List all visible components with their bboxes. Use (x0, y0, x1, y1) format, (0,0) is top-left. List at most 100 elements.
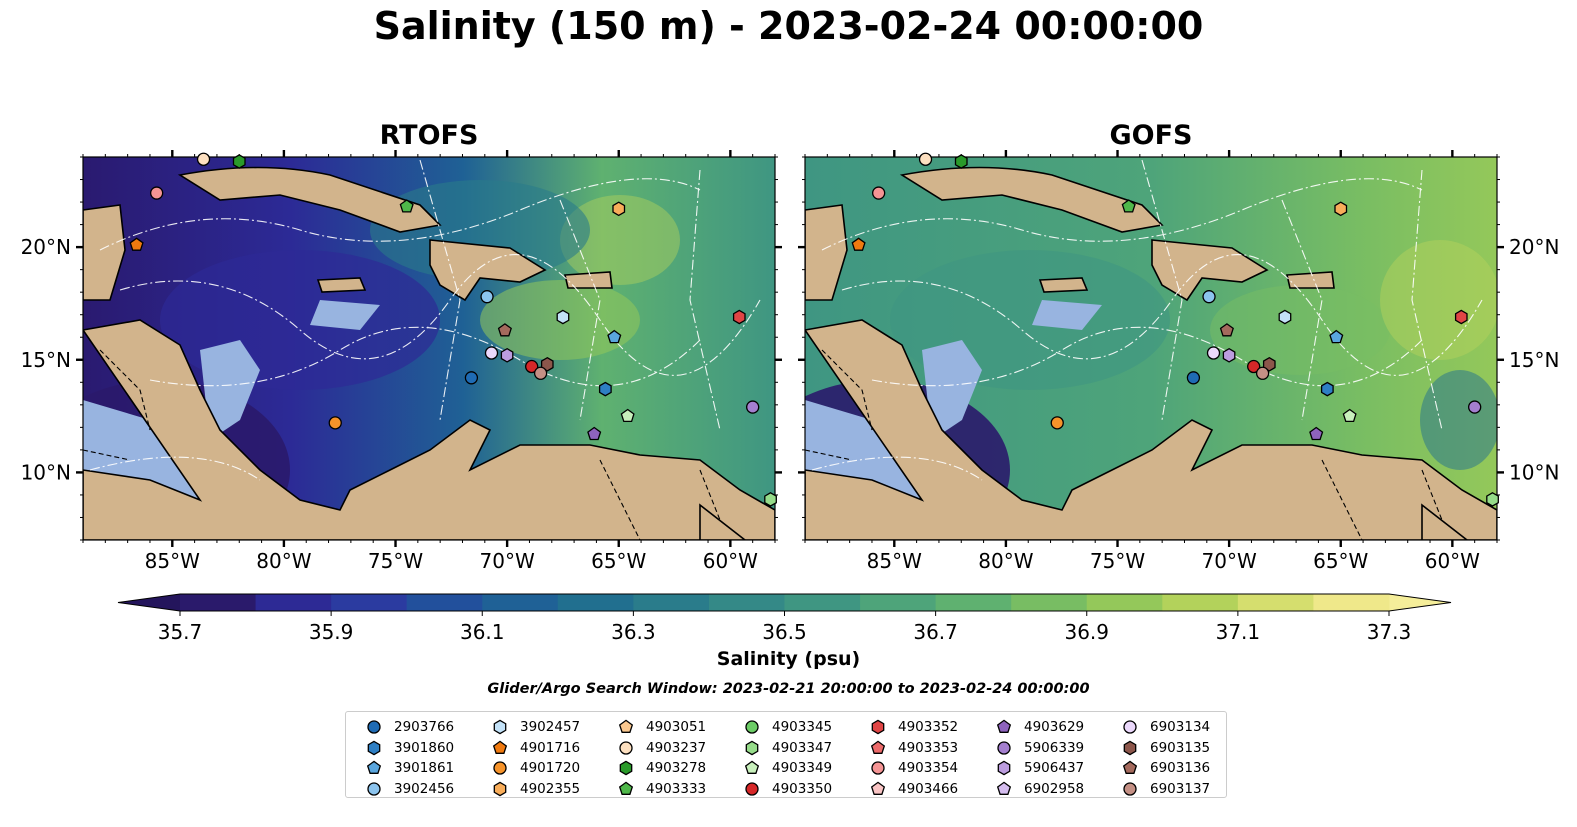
rtofs-float-3902457 (556, 309, 570, 325)
rtofs-float-6903135 (540, 356, 554, 372)
legend-marker-shape (618, 719, 634, 734)
legend-item: 4903345 (734, 717, 860, 738)
legend-label: 4903353 (898, 739, 959, 756)
gofs-float-5906339 (1468, 400, 1482, 414)
legend-marker-shape (367, 720, 381, 734)
legend-marker-shape (871, 719, 885, 735)
legend-column: 6903134 6903135 6903136 6903137 (1112, 717, 1238, 799)
legend-label: 4903333 (646, 780, 707, 797)
legend-marker-shape (1122, 760, 1138, 775)
legend-label: 4903629 (1024, 719, 1085, 736)
legend-label: 4903347 (772, 739, 833, 756)
legend-marker-pentagon (870, 740, 886, 754)
legend-item: 3902456 (356, 779, 482, 800)
legend-marker-hexagon (745, 740, 759, 756)
legend-marker-hexagon (1123, 740, 1137, 756)
colorbar-extend-high (1389, 594, 1451, 611)
rtofs-float-4903349 (620, 408, 635, 423)
legend-item: 3901861 (356, 758, 482, 779)
legend-item: 4903278 (608, 758, 734, 779)
legend-marker-pentagon (996, 719, 1012, 734)
legend-marker-shape (871, 761, 885, 775)
gofs-lon-tick-label: 85°W (867, 549, 922, 573)
legend-label: 4903237 (646, 739, 707, 756)
rtofs-lon-tick-label: 85°W (145, 549, 200, 573)
rtofs-float-4903354 (150, 186, 164, 200)
legend-column: 4903051 4903237 4903278 4903333 (608, 717, 734, 799)
rtofs-lon-tick-label: 60°W (703, 549, 758, 573)
colorbar-tick-label: 36.7 (913, 620, 958, 644)
rtofs-float-4903237 (196, 152, 211, 166)
legend-marker-shape (745, 720, 759, 734)
colorbar-tick-label: 36.1 (460, 620, 505, 644)
rtofs-float-4903350 (525, 359, 539, 374)
gofs-float-4903349 (1342, 408, 1357, 423)
colorbar-segment (1313, 594, 1390, 611)
legend-label: 6902958 (1024, 780, 1085, 797)
legend-item: 4903333 (608, 779, 734, 800)
rtofs-lon-tick-label: 80°W (256, 549, 311, 573)
legend-item: 4903352 (860, 717, 986, 738)
legend-item: 4903347 (734, 738, 860, 759)
colorbar-tick-label: 37.1 (1216, 620, 1261, 644)
legend-marker-shape (492, 740, 508, 754)
rtofs-float-3901860 (598, 381, 612, 397)
legend-label: 4902355 (520, 780, 581, 797)
rtofs-float-3901861 (607, 329, 622, 344)
legend-item: 3902457 (482, 717, 608, 738)
gofs-float-4903237 (918, 152, 933, 166)
gofs-float-4901716 (851, 237, 866, 251)
legend-marker-shape (367, 740, 381, 756)
legend-label: 4903354 (898, 760, 959, 777)
legend-label: 4903278 (646, 760, 707, 777)
legend-item: 4901720 (482, 758, 608, 779)
gofs-float-4903629 (1309, 426, 1324, 441)
gofs-float-4901720 (1050, 416, 1064, 430)
gofs-float-2903766 (1186, 371, 1201, 385)
legend-label: 4903350 (772, 780, 833, 797)
legend-item: 4903051 (608, 717, 734, 738)
colorbar-label: Salinity (psu) (716, 648, 861, 670)
legend-label: 3901861 (394, 760, 455, 777)
gofs-float-4903333 (1121, 199, 1136, 213)
rtofs-float-4903278 (232, 154, 246, 169)
lat-tick-label-left: 20°N (21, 235, 71, 259)
legend-label: 4903466 (898, 780, 959, 797)
rtofs-float-5906339 (746, 400, 760, 414)
legend-item: 6903135 (1112, 738, 1238, 759)
legend-marker-shape (493, 781, 507, 797)
rtofs-panel-title: RTOFS (379, 120, 479, 151)
colorbar-tick-label: 36.5 (762, 620, 807, 644)
gofs-map (804, 156, 1498, 541)
legend-marker-pentagon (996, 781, 1012, 795)
legend-label: 3901860 (394, 739, 455, 756)
legend-label: 5906339 (1024, 739, 1085, 756)
legend-marker-shape (618, 781, 634, 795)
gofs-lon-tick-label: 75°W (1090, 549, 1145, 573)
legend-marker-hexagon (619, 760, 633, 776)
lat-tick-label-right: 15°N (1509, 348, 1559, 372)
legend-item: 5906437 (986, 758, 1112, 779)
legend-marker-pentagon (870, 781, 886, 795)
legend-marker-circle (367, 782, 381, 796)
rtofs-float-6903137 (533, 366, 548, 380)
gofs-float-6903136 (1219, 323, 1234, 337)
rtofs-lon-tick-label: 70°W (480, 549, 535, 573)
colorbar-tick-label: 36.9 (1064, 620, 1109, 644)
legend-label: 4903345 (772, 719, 833, 736)
colorbar-segment (633, 594, 710, 611)
colorbar-tick-label: 36.3 (611, 620, 656, 644)
colorbar: 35.7 35.9 36.1 36.3 36.5 36.7 36.9 37.1 37.3 (117, 593, 1452, 644)
legend-marker-shape (745, 782, 759, 796)
legend-marker-shape (997, 760, 1011, 776)
legend-item: 4903354 (860, 758, 986, 779)
colorbar-segment (406, 594, 483, 611)
legend-label: 6903136 (1150, 760, 1211, 777)
lat-tick-label-left: 10°N (21, 460, 71, 484)
gofs-land (805, 166, 1497, 540)
rtofs-float-4901716 (129, 237, 144, 251)
legend-marker-hexagon (493, 719, 507, 735)
colorbar-segment (708, 594, 785, 611)
gofs-float-6903134 (1206, 346, 1221, 360)
legend-label: 2903766 (394, 719, 455, 736)
